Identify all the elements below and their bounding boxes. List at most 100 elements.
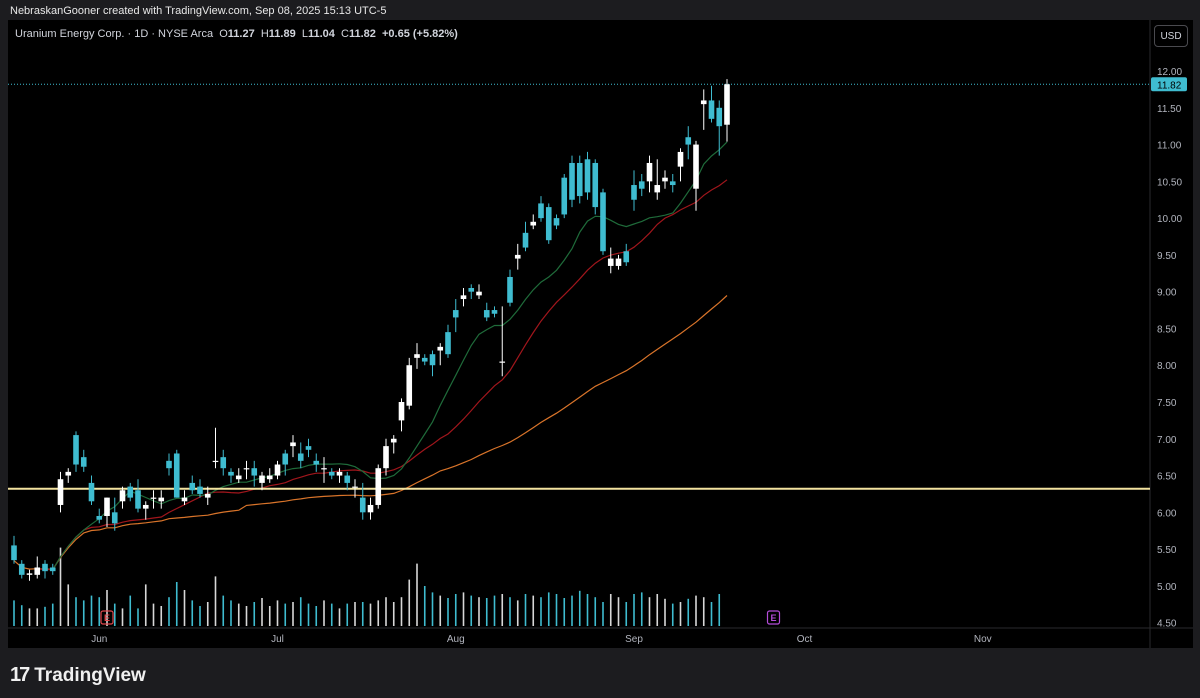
volume-bar [586,594,589,626]
candle-body [26,573,33,575]
volume-bar [555,594,558,626]
candle-body [235,475,242,480]
candle-body [73,435,79,465]
volume-bar [532,595,535,626]
volume-bar [354,602,356,626]
volume-bar [284,603,287,626]
candle-body [158,497,165,502]
volume-bar [13,600,15,626]
candle-body [18,563,25,575]
price-tick-label: 11.00 [1157,141,1182,152]
candle-body [142,504,149,509]
candle-body [228,471,234,476]
volume-bar [392,602,395,626]
close-label: C [340,28,349,40]
volume-bar [121,608,124,626]
candle-body [421,357,428,362]
volume-bar [330,603,333,626]
low-value: 11.04 [307,28,335,40]
candle-body [445,332,451,355]
candle-body [135,490,141,509]
time-tick-label: Jul [271,634,284,645]
volume-bar [237,603,240,626]
open-label: O [219,28,228,40]
volume-bar [540,597,542,626]
volume-bar [385,597,387,626]
candle-body [127,486,134,498]
volume-bar [36,608,39,626]
volume-bar [82,600,85,626]
volume-bar [695,595,697,626]
candle-body [538,203,544,219]
candle-body [483,310,490,318]
candle-body [669,181,676,186]
candle-body [290,442,296,447]
volume-bar [478,597,480,626]
candle-body [204,493,211,498]
volume-bar [168,597,170,626]
candle-body [646,162,653,182]
volume-bar [315,606,318,626]
volume-bar [75,597,77,626]
candle-body [321,468,327,470]
candle-body [452,310,459,318]
volume-bar [625,602,628,626]
symbol-name: Uranium Energy Corp. · 1D · NYSE Arca [15,28,214,40]
candle-body [623,251,630,263]
volume-bar [516,600,519,626]
candle-body [305,446,312,450]
candle-body [631,185,637,200]
candle-body [282,453,289,465]
volume-bar [152,603,155,626]
volume-bar [377,600,380,626]
volume-bar [617,597,620,626]
candle-body [693,144,699,189]
volume-bar [20,605,23,626]
candle-body [88,482,95,502]
volume-bar [563,598,566,626]
candle-body [522,232,529,248]
earnings-label: E [104,613,110,623]
candle-body [390,438,397,443]
price-tick-label: 7.50 [1157,398,1177,409]
earnings-upcoming-icon [766,610,781,625]
candle-body [491,310,498,314]
ma-fast-line [52,141,728,571]
volume-bar [609,594,612,626]
volume-bar [346,603,349,626]
candle-body [584,159,591,193]
candle-body [553,218,560,226]
volume-bar [323,600,325,626]
candle-body [49,567,56,572]
price-tick-label: 8.00 [1157,361,1177,372]
volume-bar [369,603,372,626]
volume-bar [431,592,434,626]
high-label: H [260,28,269,40]
candle-body [406,365,413,406]
volume-bar [183,590,186,626]
volume-bar [679,602,682,626]
volume-bar [594,597,597,626]
candle-body [429,354,436,366]
candle-body [662,177,668,182]
volume-bar [648,597,651,626]
candle-body [111,512,118,524]
volume-bar [338,608,341,626]
candle-body [398,402,405,421]
candle-body [414,354,420,358]
candle-body [615,258,622,266]
price-tick-label: 9.00 [1157,288,1177,299]
chart-frame[interactable] [8,20,1193,648]
currency-button[interactable]: USD [1154,25,1188,47]
volume-bar [245,606,248,626]
volume-bar [160,606,163,626]
candle-body [42,563,48,572]
tradingview-brand: TradingView [34,664,146,686]
price-tick-label: 9.50 [1157,251,1177,262]
time-tick-label: Sep [625,634,643,645]
price-tick-label: 10.50 [1157,177,1182,188]
volume-bar [276,600,279,626]
candle-body [166,460,172,469]
volume-bar [28,608,31,626]
